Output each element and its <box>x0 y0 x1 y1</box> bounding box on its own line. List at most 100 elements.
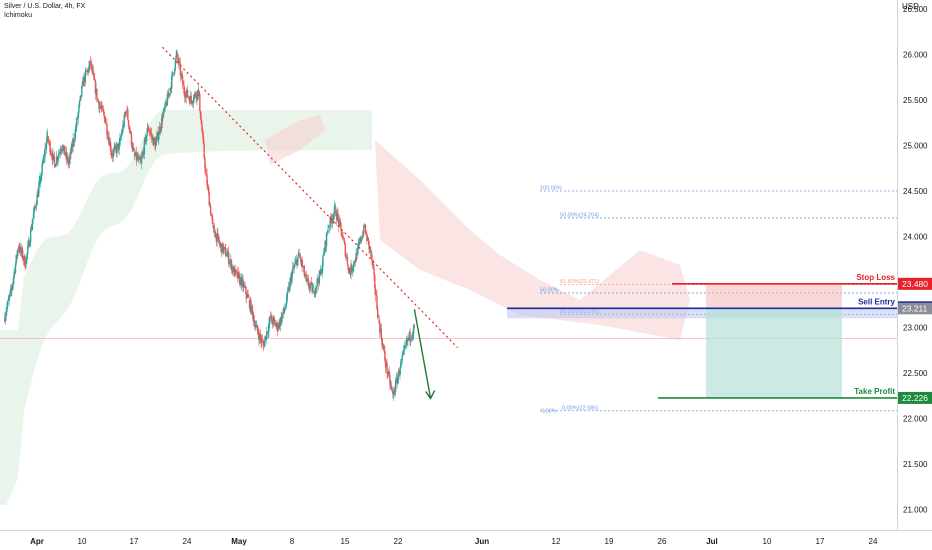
candle-body <box>382 344 385 350</box>
candle <box>207 184 210 196</box>
candle <box>289 273 292 288</box>
candle-body <box>78 100 81 106</box>
indicator-label[interactable]: Ichimoku <box>4 12 33 19</box>
candle <box>251 304 254 319</box>
candle-body <box>31 224 33 231</box>
candle-body <box>306 278 308 282</box>
candle-body <box>232 267 234 273</box>
candle-body <box>69 152 71 159</box>
candle <box>333 200 336 220</box>
candle-body <box>35 204 38 207</box>
candle <box>252 310 254 326</box>
candle <box>75 122 77 134</box>
candle-body <box>183 85 185 94</box>
candle-body <box>261 339 263 343</box>
candle <box>125 109 128 118</box>
candle <box>110 145 112 159</box>
candle-body <box>137 157 140 160</box>
candle <box>63 145 65 151</box>
candle <box>389 379 392 390</box>
x-axis[interactable]: Apr 10 17 24 May 8 15 22 Jun 12 19 26 Jul 10 17 24 <box>30 537 878 546</box>
candle-body <box>43 156 46 158</box>
candle-body <box>379 322 381 333</box>
candle <box>7 295 10 302</box>
candle <box>346 252 349 266</box>
candle-body <box>302 266 304 267</box>
candle-body <box>171 72 174 76</box>
candle-body <box>148 131 151 133</box>
candle-body <box>307 278 309 280</box>
candle-body <box>410 338 413 340</box>
candle <box>407 337 410 342</box>
candle-body <box>199 110 202 119</box>
candle-body <box>381 338 383 346</box>
candle-body <box>135 151 138 161</box>
candle-body <box>136 156 138 161</box>
candle-body <box>393 391 395 394</box>
candle-body <box>159 126 161 131</box>
candle-body <box>211 216 213 219</box>
candle-body <box>325 241 327 247</box>
candle <box>53 151 56 169</box>
candle <box>307 274 310 290</box>
candle <box>379 323 382 335</box>
candle <box>59 146 61 159</box>
candle-body <box>409 332 411 341</box>
candle-body <box>81 86 83 97</box>
candle <box>117 143 120 154</box>
candle-body <box>194 93 197 97</box>
candle-body <box>312 288 314 293</box>
price-tag-bg <box>898 391 932 404</box>
candle-body <box>111 153 113 157</box>
candle-body <box>187 96 190 98</box>
candle-body <box>198 90 200 95</box>
fib-level-label: 0.00%(22.085) <box>562 405 598 411</box>
candle-body <box>384 351 386 361</box>
candle <box>81 77 84 88</box>
candle <box>353 260 355 273</box>
candle <box>302 260 304 268</box>
x-tick-label: 8 <box>290 537 295 546</box>
candle <box>356 252 358 261</box>
candle <box>163 105 166 112</box>
candle <box>409 328 411 346</box>
sell-entry-tag-marker <box>898 301 932 303</box>
candle-body <box>263 345 265 347</box>
candle <box>338 217 340 233</box>
candle <box>398 366 400 376</box>
candle-body <box>58 153 60 158</box>
candle <box>171 70 174 81</box>
candle <box>247 289 249 297</box>
fib-level-label: 61.80%(23.471) <box>560 279 599 285</box>
candle-body <box>154 141 156 150</box>
candle <box>186 85 189 98</box>
candle-body <box>232 267 235 273</box>
candle-body <box>160 117 163 129</box>
candle <box>374 284 377 302</box>
candle-body <box>7 299 10 302</box>
candle <box>13 267 15 284</box>
candle <box>46 128 48 143</box>
candle <box>173 72 175 77</box>
candle <box>65 146 67 161</box>
candle-body <box>117 143 119 145</box>
candle-body <box>243 284 246 288</box>
candle-body <box>70 152 72 154</box>
candle-body <box>178 61 181 64</box>
candle <box>120 129 123 141</box>
candle-body <box>357 245 359 248</box>
candle-body <box>178 61 180 63</box>
y-tick-label: 25.000 <box>903 142 928 151</box>
candle-body <box>382 344 384 346</box>
candle <box>279 316 282 332</box>
candle-body <box>289 277 292 282</box>
candle <box>325 232 328 252</box>
candle-body <box>251 306 254 313</box>
candle <box>387 371 389 380</box>
candle <box>159 122 161 136</box>
bearish-cloud <box>265 115 325 165</box>
candle <box>136 153 138 162</box>
candle <box>145 135 147 145</box>
